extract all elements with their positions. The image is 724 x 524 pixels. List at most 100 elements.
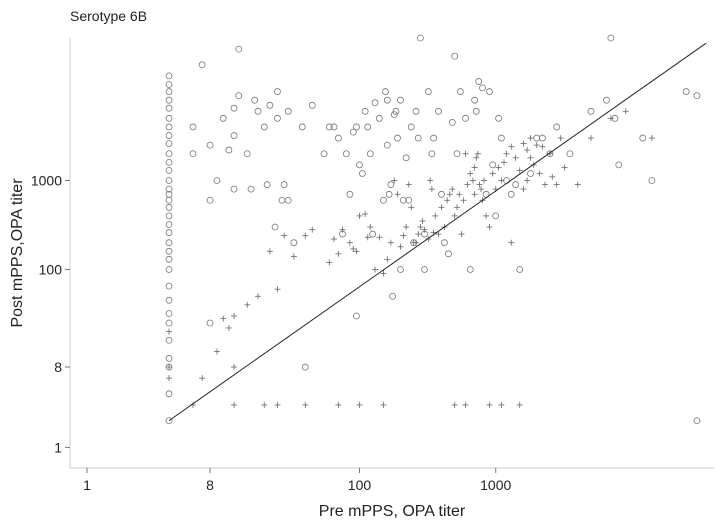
circle-point: [615, 161, 623, 169]
circle-point: [448, 119, 456, 126]
circle-point: [225, 146, 233, 154]
plus-point: [408, 204, 415, 211]
plus-point: [454, 204, 461, 211]
circle-point: [587, 107, 595, 115]
circle-point: [361, 107, 369, 115]
circle-point: [516, 266, 524, 273]
plus-point: [400, 232, 407, 239]
plus-point: [478, 186, 485, 193]
plus-point: [394, 191, 401, 198]
circle-point: [320, 150, 328, 158]
circle-point: [346, 190, 354, 198]
plus-point: [432, 212, 439, 219]
plus-point: [471, 164, 478, 171]
plus-point: [451, 401, 458, 408]
plus-point: [449, 186, 456, 193]
x-tick-label: 1: [83, 477, 91, 493]
plus-point: [309, 226, 316, 233]
circle-point: [165, 221, 173, 228]
circle-point: [198, 61, 206, 69]
plus-point: [302, 401, 309, 408]
circle-point: [165, 266, 173, 273]
plus-point: [244, 301, 251, 308]
circle-point: [274, 88, 281, 95]
circle-point: [284, 107, 292, 115]
circle-point: [383, 141, 391, 149]
x-tick-label: 1000: [480, 477, 511, 493]
plus-point: [335, 250, 342, 257]
plus-point: [460, 197, 467, 204]
plus-point: [557, 135, 564, 142]
circle-point: [165, 212, 173, 220]
circle-point: [165, 255, 173, 263]
plus-point: [372, 266, 379, 273]
x-tick-label: 8: [206, 477, 214, 493]
circle-point: [392, 107, 400, 115]
plus-point: [397, 243, 404, 250]
plus-point: [387, 239, 394, 246]
plus-point: [520, 186, 527, 193]
plus-point: [346, 239, 353, 246]
circle-point: [371, 99, 379, 107]
plus-point: [462, 401, 469, 408]
circle-point: [230, 132, 238, 139]
plus-point: [456, 191, 463, 198]
circle-point: [421, 266, 428, 273]
circle-point: [566, 150, 574, 158]
circle-point: [486, 88, 493, 95]
plus-point: [503, 150, 510, 157]
plus-point: [480, 177, 487, 184]
plus-point: [427, 177, 434, 184]
circle-point: [165, 282, 173, 290]
plus-point: [384, 256, 391, 263]
circle-point: [165, 177, 173, 184]
plus-point: [166, 364, 173, 371]
fit-line: [168, 42, 707, 422]
plus-point: [444, 197, 451, 204]
plus-point: [512, 154, 519, 161]
plus-point: [520, 140, 527, 147]
circle-point: [639, 134, 647, 142]
plus-point: [261, 401, 268, 408]
circle-point: [165, 104, 173, 112]
circle-point: [301, 363, 309, 371]
plus-point: [516, 167, 523, 174]
circle-point: [165, 355, 173, 362]
plus-point: [225, 324, 232, 331]
plus-point: [376, 234, 383, 241]
plus-point: [483, 212, 490, 219]
circle-point: [495, 114, 503, 122]
plus-point: [464, 181, 471, 188]
plus-point: [561, 164, 568, 171]
plus-point: [290, 253, 297, 260]
plus-point: [524, 177, 531, 184]
circle-point: [165, 166, 173, 174]
circle-point: [533, 134, 541, 142]
circle-point: [607, 34, 615, 42]
plus-point: [446, 191, 453, 198]
circle-point: [165, 81, 173, 88]
plus-point: [435, 231, 442, 238]
x-tick-label: 100: [348, 477, 372, 493]
circle-point: [165, 196, 173, 204]
plus-point: [391, 177, 398, 184]
plus-point: [607, 115, 614, 122]
circle-point: [682, 88, 690, 95]
plus-point: [458, 231, 465, 238]
circle-point: [407, 123, 415, 131]
circle-point: [387, 181, 395, 188]
plus-point: [231, 312, 238, 319]
plus-point: [419, 218, 426, 225]
plus-point: [220, 315, 227, 322]
circle-point: [428, 150, 436, 158]
circle-point: [274, 114, 281, 122]
circle-point: [325, 123, 333, 131]
plus-point: [476, 181, 483, 188]
y-tick-label: 1: [54, 439, 62, 455]
circle-point: [445, 250, 452, 258]
circle-point: [266, 101, 274, 109]
plus-point: [364, 234, 371, 241]
plus-point: [199, 375, 206, 382]
circle-point: [219, 114, 227, 122]
circle-point: [247, 185, 255, 193]
